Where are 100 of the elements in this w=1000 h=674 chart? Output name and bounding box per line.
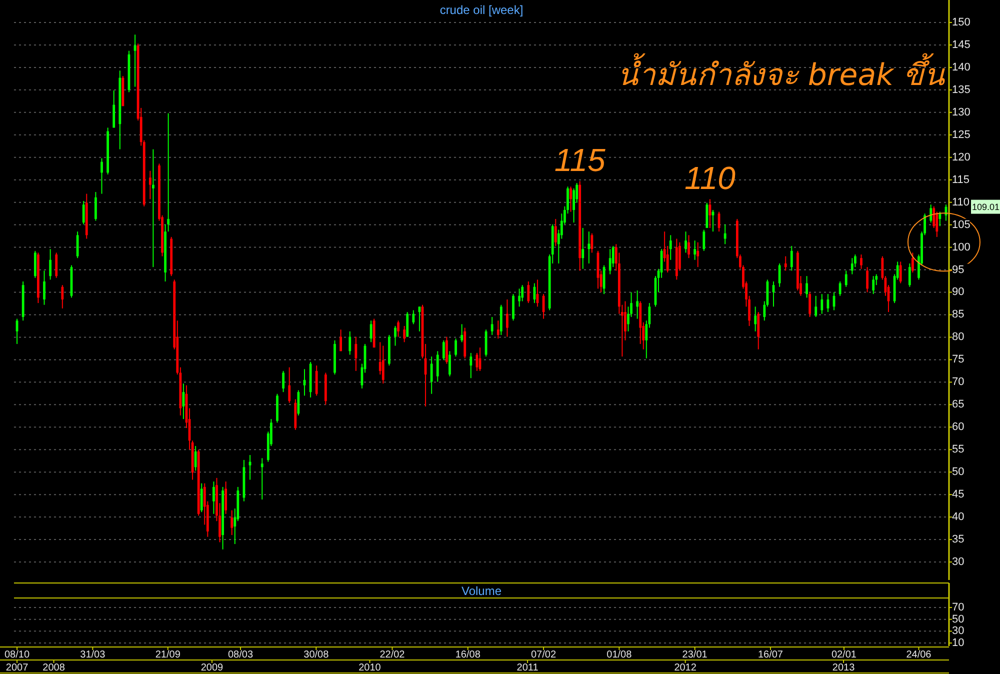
candlestick (808, 292, 812, 318)
y-tick-label: 125 (952, 128, 970, 141)
x2-tick-label: 2013 (832, 662, 856, 674)
candlestick (315, 365, 318, 396)
annotation: 110 (684, 160, 736, 196)
candlestick (814, 295, 818, 318)
candlestick (446, 336, 448, 364)
candlestick (911, 252, 914, 273)
candlestick (844, 270, 848, 288)
candlestick (470, 352, 472, 379)
candlestick (938, 211, 942, 227)
candlestick (778, 262, 781, 288)
candlestick (340, 329, 342, 352)
candlestick (506, 298, 508, 338)
candlestick (260, 458, 264, 500)
y-tick-label: 70 (952, 376, 964, 388)
y-tick-label: 110 (952, 196, 970, 208)
x-tick-label: 21/09 (155, 650, 181, 660)
y-tick-label: 90 (952, 286, 964, 298)
x-tick-label: 22/02 (380, 650, 406, 660)
y-tick-label: 85 (952, 308, 964, 321)
candlestick (403, 325, 406, 343)
y-tick-label: 55 (952, 444, 964, 456)
candlestick (636, 290, 639, 320)
candlestick (608, 248, 612, 275)
candlestick (590, 232, 594, 254)
candlestick (61, 284, 64, 309)
candlestick (297, 390, 300, 416)
candlestick (460, 324, 464, 343)
candlestick (167, 112, 170, 232)
candlestick (354, 336, 358, 372)
candlestick (34, 250, 36, 278)
candlestick (148, 170, 152, 200)
candlestick (860, 254, 862, 270)
x-tick-label: 07/02 (531, 650, 556, 660)
x2-tick-label: 2010 (358, 662, 382, 674)
candlestick (200, 482, 203, 513)
y-tick-label: 115 (952, 174, 970, 186)
candlestick (112, 90, 116, 128)
candlestick (82, 200, 85, 225)
candlestick (43, 270, 46, 306)
candlestick (866, 266, 868, 293)
candlestick (588, 231, 590, 264)
x2-tick-label: 2009 (200, 662, 224, 674)
x-tick-label: 08/10 (4, 650, 30, 660)
candlestick (684, 231, 687, 254)
x2-tick-label: 2007 (6, 662, 29, 674)
y-tick-label: 100 (952, 241, 970, 254)
candlestick (784, 256, 787, 272)
text: 109.01 (972, 202, 1000, 212)
y-tick-label: 75 (952, 354, 964, 366)
candlestick (694, 240, 696, 260)
candlestick (442, 340, 445, 361)
candlestick (49, 248, 52, 280)
candlestick (370, 320, 372, 343)
candlestick (100, 158, 103, 194)
x-tick-label: 31/03 (80, 650, 106, 660)
candlestick (448, 350, 451, 377)
y-tick-label: 140 (952, 61, 970, 74)
y-tick-label: 30 (952, 556, 964, 568)
candlestick (230, 510, 234, 536)
candlestick (55, 252, 58, 278)
x-tick-label: 24/06 (906, 650, 932, 660)
y-tick-label: 10 (952, 637, 964, 650)
y-tick-label: 150 (952, 16, 970, 28)
y-tick-label: 145 (952, 38, 970, 51)
candlestick (412, 310, 415, 325)
chart-title: Volume (461, 584, 502, 598)
y-tick-label: 120 (952, 151, 970, 164)
candlestick (512, 294, 514, 322)
y-tick-label: 135 (952, 84, 970, 96)
candlestick (930, 204, 932, 224)
candlestick (872, 276, 875, 295)
candlestick (838, 280, 842, 296)
y-tick-label: 95 (952, 264, 964, 276)
candlestick (696, 242, 700, 268)
candlestick (669, 234, 672, 260)
candlestick (194, 446, 197, 472)
x-tick-label: 02/01 (831, 650, 857, 660)
candlestick (224, 481, 228, 514)
candlestick (554, 218, 557, 246)
candlestick (850, 258, 854, 275)
annotation: 115 (554, 142, 606, 178)
x-tick-label: 23/01 (682, 650, 708, 660)
y-tick-label: 45 (952, 488, 964, 501)
x-tick-label: 16/07 (758, 650, 784, 660)
candlestick (908, 262, 911, 288)
x-tick-label: 30/08 (304, 650, 330, 660)
x2-tick-label: 2008 (42, 662, 66, 674)
y-tick-label: 30 (952, 625, 964, 638)
x-tick-label: 01/08 (606, 650, 632, 660)
candlestick (790, 245, 793, 272)
x2-tick-label: 2012 (674, 662, 697, 674)
candlestick (490, 316, 494, 336)
candlestick (754, 306, 757, 332)
candlestick (430, 356, 433, 394)
y-tick-label: 130 (952, 106, 970, 118)
candlestick (152, 148, 154, 268)
candlestick (348, 330, 352, 356)
chart-title: crude oil [week] (440, 3, 524, 17)
